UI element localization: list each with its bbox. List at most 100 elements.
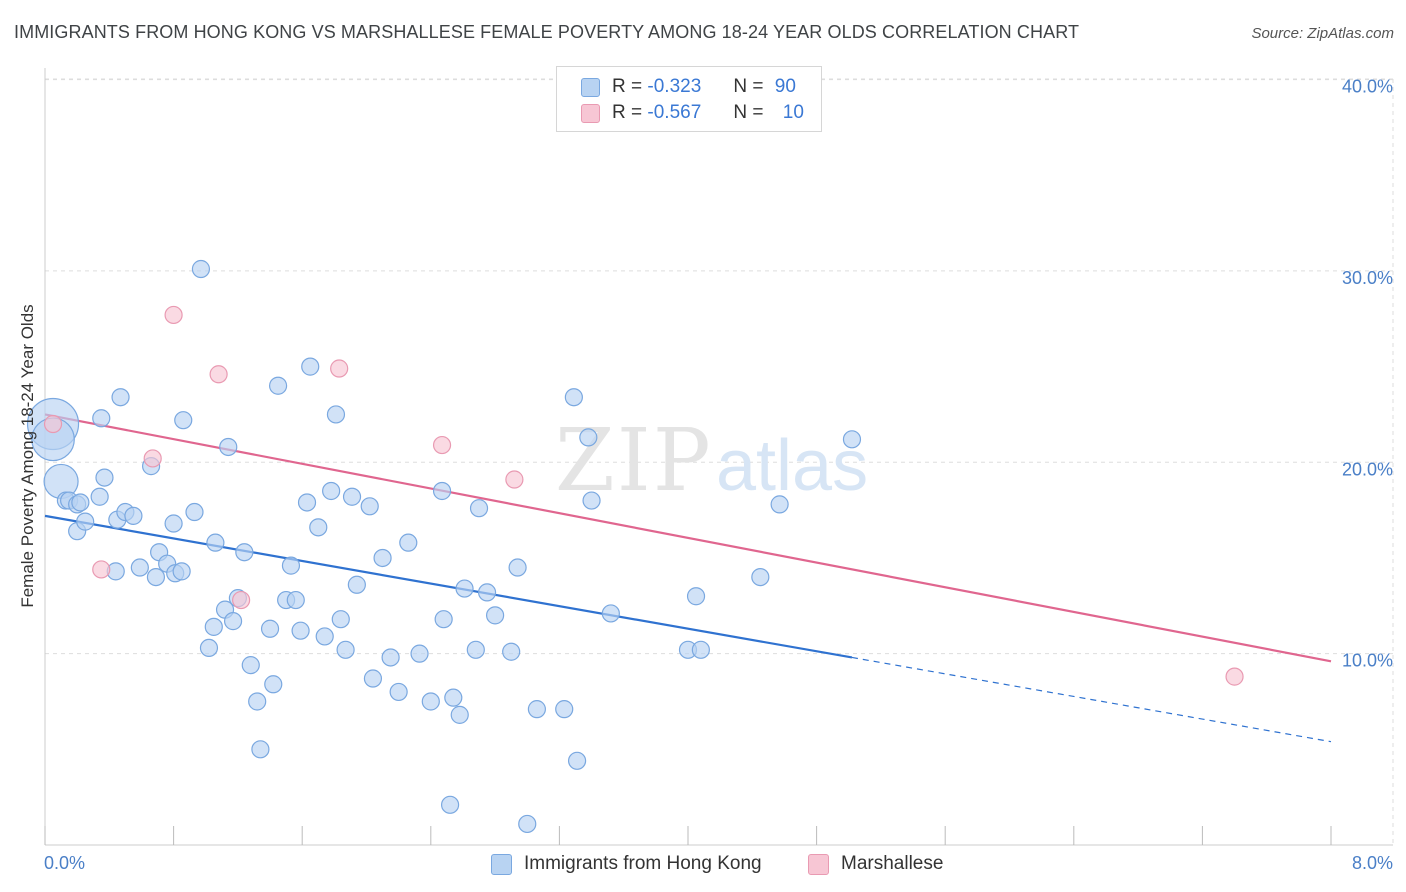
chart-source: Source: ZipAtlas.com bbox=[1251, 25, 1394, 42]
hong-kong-point bbox=[204, 617, 223, 636]
y-tick-label: 30.0% bbox=[1342, 268, 1393, 288]
watermark-zip: ZIP bbox=[555, 411, 713, 511]
hong-kong-point bbox=[486, 606, 505, 625]
y-tick-label: 10.0% bbox=[1342, 651, 1393, 671]
blue-swatch bbox=[581, 77, 600, 97]
hong-kong-point bbox=[219, 437, 238, 457]
chart-title: IMMIGRANTS FROM HONG KONG VS MARSHALLESE… bbox=[14, 22, 1080, 42]
hong-kong-point bbox=[172, 562, 191, 581]
n-label: N = bbox=[733, 102, 764, 123]
marshallese-point bbox=[209, 365, 228, 384]
hong-kong-point bbox=[251, 740, 270, 759]
hong-kong-point bbox=[360, 497, 379, 516]
hong-kong-point bbox=[502, 642, 521, 661]
pink-swatch bbox=[808, 853, 829, 875]
r-value: -0.323 bbox=[647, 76, 702, 97]
marshallese-point bbox=[232, 590, 251, 610]
hong-kong-point bbox=[76, 512, 95, 531]
legend-row-hong-kong: R = -0.323 N = 90 bbox=[581, 74, 796, 100]
hong-kong-point bbox=[381, 648, 400, 667]
hong-kong-point bbox=[315, 627, 334, 646]
hong-kong-point bbox=[146, 567, 166, 587]
hong-kong-point bbox=[686, 587, 706, 606]
data-points bbox=[26, 259, 1244, 834]
hong-kong-point bbox=[264, 675, 283, 694]
marshallese-point bbox=[330, 359, 349, 378]
hong-kong-point bbox=[555, 700, 574, 719]
hong-kong-point bbox=[111, 388, 130, 407]
hong-kong-point bbox=[432, 481, 452, 501]
hong-kong-point bbox=[399, 533, 418, 552]
hong-kong-point bbox=[185, 502, 204, 522]
hong-kong-point bbox=[206, 533, 225, 552]
marshallese-point bbox=[505, 470, 524, 489]
hong-kong-point bbox=[582, 491, 601, 510]
hong-kong-point bbox=[71, 493, 90, 512]
legend-label: Marshallese bbox=[841, 853, 944, 874]
hong-kong-point bbox=[450, 705, 469, 724]
hong-kong-point bbox=[301, 357, 320, 376]
hong-kong-point bbox=[281, 556, 301, 575]
marshallese-point bbox=[1225, 667, 1244, 686]
hong-kong-point bbox=[508, 558, 527, 577]
hong-kong-point bbox=[421, 692, 440, 711]
hong-kong-point bbox=[342, 487, 362, 506]
x-tick-label: 0.0% bbox=[44, 853, 85, 873]
hong-kong-point bbox=[455, 579, 474, 598]
hong-kong-point bbox=[770, 495, 789, 514]
hong-kong-point bbox=[363, 669, 383, 688]
pink-swatch bbox=[581, 103, 600, 123]
hong-kong-point bbox=[268, 376, 288, 395]
hong-kong-point bbox=[466, 640, 485, 659]
hong-kong-point bbox=[174, 411, 193, 430]
hong-kong-point bbox=[579, 428, 598, 447]
hong-kong-point bbox=[291, 621, 310, 640]
hong-kong-point bbox=[434, 610, 453, 629]
hong-kong-point bbox=[469, 499, 489, 518]
legend-row-marshallese: R = -0.567 N = 10 bbox=[581, 100, 804, 126]
hong-kong-point bbox=[191, 259, 211, 279]
marshallese-point bbox=[432, 435, 452, 455]
hong-kong-point bbox=[309, 518, 328, 537]
hong-kong-point bbox=[164, 514, 183, 533]
hong-kong-point bbox=[601, 604, 620, 623]
r-value: -0.567 bbox=[647, 102, 702, 123]
r-label: R = bbox=[612, 102, 643, 123]
marshallese-point bbox=[143, 449, 162, 468]
hong-kong-point bbox=[347, 575, 366, 594]
marshallese-point bbox=[43, 414, 63, 434]
series-legend-hong-kong: Immigrants from Hong Kong bbox=[491, 852, 762, 876]
hong-kong-point bbox=[842, 430, 862, 449]
hong-kong-point bbox=[92, 409, 111, 428]
r-label: R = bbox=[612, 76, 643, 97]
y-axis-label: Female Poverty Among 18-24 Year Olds bbox=[18, 304, 37, 607]
hong-kong-point bbox=[444, 688, 463, 707]
hong-kong-trend-line bbox=[44, 514, 853, 659]
hong-kong-point bbox=[564, 388, 583, 407]
legend-label: Immigrants from Hong Kong bbox=[524, 853, 762, 874]
hong-kong-point bbox=[410, 644, 429, 663]
hong-kong-point bbox=[567, 751, 587, 770]
hong-kong-point bbox=[297, 493, 317, 512]
hong-kong-point bbox=[331, 610, 350, 629]
hong-kong-point bbox=[95, 468, 114, 487]
watermark-atlas: atlas bbox=[716, 426, 868, 506]
hong-kong-point bbox=[223, 612, 243, 631]
n-value: 10 bbox=[782, 102, 804, 123]
hong-kong-point bbox=[440, 795, 460, 814]
marshallese-trend-line bbox=[44, 413, 1332, 663]
y-tick-label: 40.0% bbox=[1342, 77, 1393, 97]
tick-labels: 10.0% 20.0% 30.0% 40.0% 0.0% 8.0% bbox=[44, 77, 1393, 873]
x-tick-label: 8.0% bbox=[1352, 853, 1393, 873]
trend-lines bbox=[44, 413, 1332, 743]
hong-kong-point bbox=[336, 640, 355, 659]
axes bbox=[44, 68, 1393, 846]
hong-kong-point bbox=[751, 567, 770, 587]
watermark: ZIP atlas bbox=[555, 411, 868, 511]
series-legend-marshallese: Marshallese bbox=[808, 852, 943, 876]
blue-swatch bbox=[491, 853, 512, 875]
marshallese-point bbox=[164, 305, 183, 325]
hong-kong-point bbox=[477, 583, 497, 602]
hong-kong-point bbox=[130, 558, 149, 577]
hong-kong-point bbox=[248, 692, 267, 711]
